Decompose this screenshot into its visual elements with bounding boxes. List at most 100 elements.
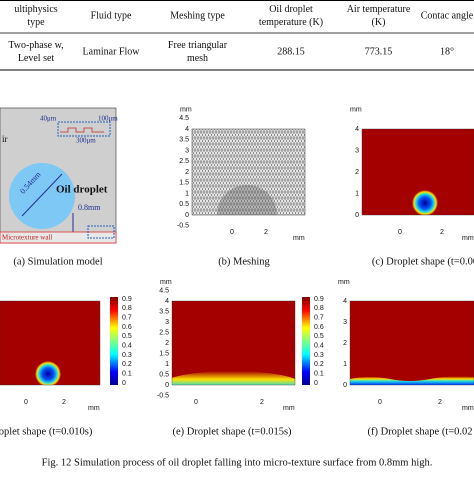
y-tick-label: 3.5 — [159, 308, 169, 315]
y-tick-label: 0 — [185, 212, 189, 219]
colorbar-label: 0.8 — [122, 305, 132, 312]
mesh-dense — [217, 185, 277, 215]
y-tick-label: 3 — [355, 147, 359, 154]
frame — [361, 128, 474, 216]
y-tick-label: 1.5 — [179, 180, 189, 187]
colorbar-label: 0.1 — [122, 371, 132, 378]
y-tick-label: 0 — [165, 382, 169, 389]
cell: 18° — [440, 46, 454, 57]
panel-caption: (f) Droplet shape (t=0.02 — [367, 426, 472, 437]
y-tick-label: 1 — [355, 190, 359, 197]
x-tick-label: 0 — [194, 399, 198, 406]
y-tick-label: 1 — [185, 190, 189, 197]
colorbar-label: 0.8 — [314, 305, 324, 312]
panel-caption: (b) Meshing — [218, 256, 270, 267]
droplet-group — [350, 376, 474, 385]
x-tick-label: 2 — [440, 229, 444, 236]
y-tick-label: 2 — [165, 340, 169, 347]
y-tick-label: 4 — [355, 126, 359, 133]
droplet — [35, 361, 61, 385]
y-tick-label: 0 — [343, 382, 347, 389]
axis-unit: mm — [293, 235, 305, 242]
colorbar-label: 0.2 — [122, 361, 132, 368]
axis-unit: mm — [462, 235, 474, 242]
colorbar-label: 0.7 — [122, 315, 132, 322]
figure-caption: Fig. 12 Simulation process of oil drople… — [42, 457, 433, 468]
colorbar-label: 0.5 — [122, 333, 132, 340]
y-tick-label: 1 — [165, 361, 169, 368]
axis-unit: mm — [338, 279, 350, 286]
colorbar-label: 0.7 — [314, 315, 324, 322]
frame — [171, 300, 296, 386]
droplet-group — [412, 190, 438, 215]
model-label: Oil droplet — [56, 184, 108, 196]
y-tick-label: 1.5 — [159, 350, 169, 357]
y-tick-label: 1 — [343, 361, 347, 368]
model-label: Microtexture wall — [2, 234, 52, 242]
x-tick-label: 0 — [24, 399, 28, 406]
colorbar-label: 0 — [122, 380, 126, 387]
colorbar-label: 0.3 — [122, 352, 132, 359]
colorbar-label: 0 — [314, 380, 318, 387]
y-tick-label: 0 — [355, 212, 359, 219]
x-tick-label: 0 — [230, 229, 234, 236]
frame — [0, 300, 101, 386]
droplet — [350, 376, 474, 385]
x-tick-label: 2 — [62, 399, 66, 406]
panel-caption: (c) Droplet shape (t=0.00 — [372, 256, 474, 267]
y-tick-label: -0.5 — [157, 392, 169, 399]
model-label: 300μm — [76, 137, 96, 145]
x-tick-label: 2 — [438, 399, 442, 406]
y-tick-label: 0.5 — [159, 371, 169, 378]
plot — [0, 297, 118, 386]
colorbar-label: 0.6 — [122, 324, 132, 331]
y-tick-label: 4.5 — [179, 115, 189, 122]
plot — [361, 128, 474, 216]
axis-unit: mm — [160, 279, 172, 286]
x-tick-label: 2 — [260, 399, 264, 406]
header-cell: Oil droplet temperature (K) — [259, 4, 323, 28]
x-tick-label: 0 — [378, 399, 382, 406]
y-tick-label: 2 — [355, 169, 359, 176]
axis-unit: mm — [283, 405, 295, 412]
y-tick-label: 2 — [343, 340, 347, 347]
plot — [349, 300, 474, 386]
header-cell: ultiphysics type — [14, 4, 57, 28]
y-tick-label: 4 — [185, 126, 189, 133]
y-tick-label: 0.5 — [179, 201, 189, 208]
cell: 288.15 — [277, 46, 305, 57]
model-label: 0.8mm — [78, 203, 101, 212]
parameter-table — [0, 0, 474, 71]
colorbar-label: 0.6 — [314, 324, 324, 331]
colorbar-label: 0.3 — [314, 352, 324, 359]
colorbar-label: 0.2 — [314, 361, 324, 368]
droplet — [412, 190, 438, 215]
axis-unit: mm — [350, 106, 362, 113]
colorbar-label: 0.4 — [314, 343, 324, 350]
model-label: 100μm — [98, 115, 118, 123]
y-tick-label: 4 — [343, 298, 347, 305]
cell: Two-phase w, Level set — [8, 40, 63, 64]
plot — [171, 297, 310, 386]
colorbar — [302, 297, 310, 385]
cell: Laminar Flow — [83, 46, 141, 57]
model-label: ir — [2, 134, 8, 144]
colorbar-label: 0.4 — [122, 343, 132, 350]
frame — [349, 300, 474, 386]
colorbar-label: 0.1 — [314, 371, 324, 378]
y-tick-label: 3 — [343, 319, 347, 326]
y-tick-label: 3 — [185, 147, 189, 154]
colorbar — [110, 297, 118, 385]
cell: 773.15 — [365, 46, 393, 57]
droplet-group — [35, 361, 61, 385]
colorbar-label: 0.9 — [122, 296, 132, 303]
colorbar-label: 0.9 — [314, 296, 324, 303]
axis-unit: mm — [462, 405, 474, 412]
model-label: 40μm — [40, 115, 57, 123]
x-tick-label: 2 — [264, 229, 268, 236]
header-cell: Fluid type — [91, 10, 132, 21]
droplet-group — [172, 371, 295, 385]
axis-unit: mm — [88, 405, 100, 412]
y-tick-label: 4 — [165, 298, 169, 305]
